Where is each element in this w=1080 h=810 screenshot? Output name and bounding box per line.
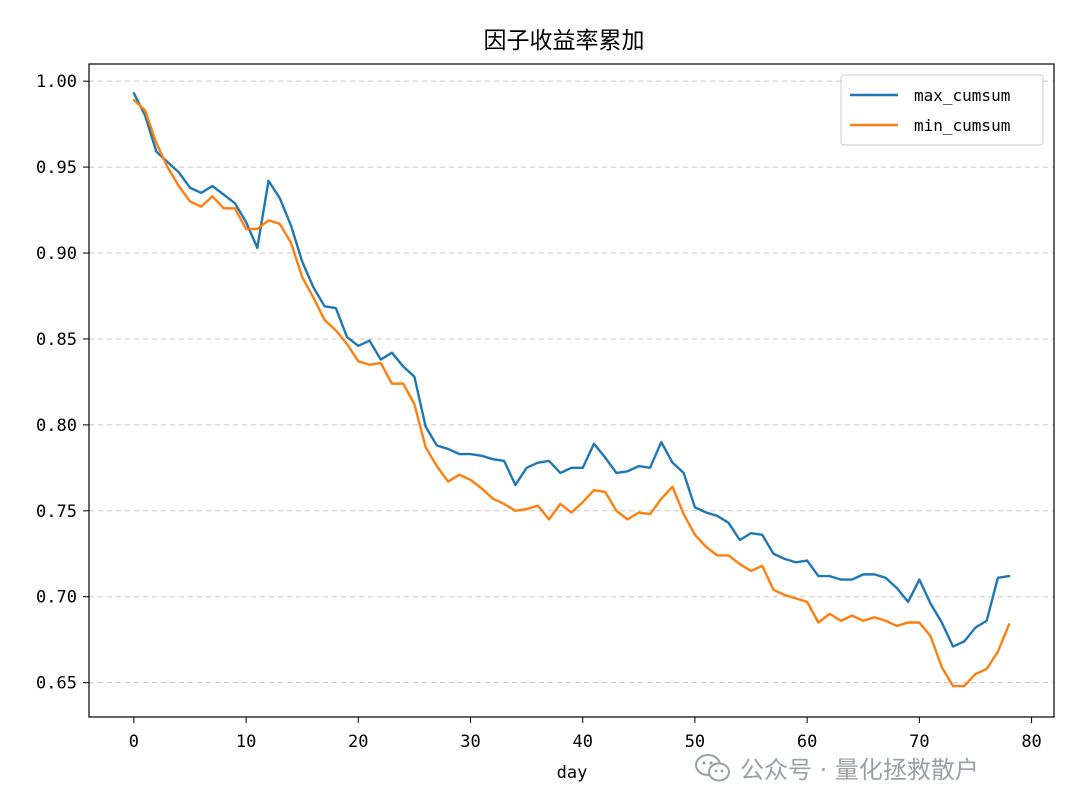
watermark: 公众号 · 量化拯救散户 [694, 750, 979, 785]
series-lines [132, 92, 1011, 688]
y-tick-label: 0.90 [36, 244, 77, 264]
x-axis-ticks: 0 10 20 30 40 50 60 70 80 [129, 717, 1042, 752]
series-line-max-cumsum [132, 92, 1011, 648]
x-tick-label: 80 [1021, 732, 1041, 752]
x-tick-label: 0 [129, 732, 139, 752]
y-tick-label: 0.75 [36, 502, 77, 522]
y-tick-label: 0.80 [36, 416, 77, 436]
y-tick-label: 0.65 [36, 674, 77, 694]
x-tick-label: 40 [572, 732, 592, 752]
series-line-min-cumsum [132, 98, 1011, 688]
x-axis-label: day [557, 763, 588, 783]
x-tick-label: 20 [348, 732, 368, 752]
y-tick-label: 0.95 [36, 158, 77, 178]
wechat-icon [695, 753, 730, 781]
gridlines [89, 80, 1054, 684]
legend-box [840, 74, 1044, 146]
legend-label-min-cumsum: min_cumsum [914, 116, 1010, 135]
legend-label-max-cumsum: max_cumsum [914, 86, 1010, 105]
y-axis-ticks: 0.65 0.70 0.75 0.80 0.85 0.90 0.95 1.00 [36, 72, 89, 694]
x-tick-label: 70 [909, 732, 929, 752]
chart-title: 因子收益率累加 [484, 28, 645, 54]
legend: max_cumsum min_cumsum [840, 74, 1044, 146]
x-tick-label: 60 [797, 732, 817, 752]
plot-area-frame [88, 63, 1055, 718]
x-tick-label: 10 [236, 732, 256, 752]
y-tick-label: 1.00 [36, 72, 77, 92]
watermark-text: 公众号 · 量化拯救散户 [740, 756, 979, 784]
y-tick-label: 0.85 [36, 330, 77, 350]
x-tick-label: 30 [460, 732, 480, 752]
x-tick-label: 50 [685, 732, 705, 752]
y-tick-label: 0.70 [36, 588, 77, 608]
